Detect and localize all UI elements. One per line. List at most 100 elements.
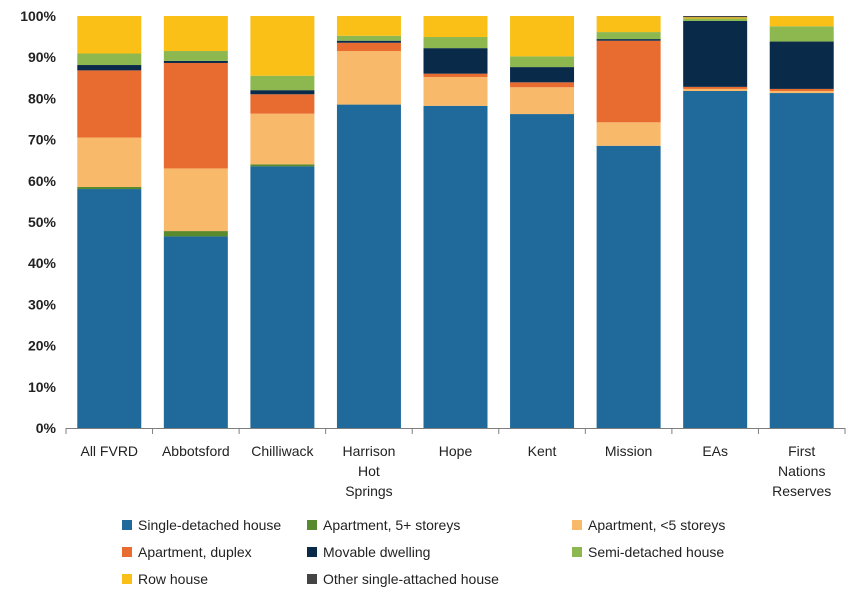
y-tick-label: 60% bbox=[28, 173, 57, 189]
bar-segment bbox=[250, 16, 315, 76]
y-axis: 0% 10% 20% 30% 40% 50% 60% 70% 80% 90% 100% bbox=[20, 8, 56, 436]
y-tick-label: 40% bbox=[28, 255, 57, 271]
legend-swatch bbox=[307, 520, 317, 530]
bars bbox=[77, 16, 834, 428]
bar-segment bbox=[596, 32, 661, 40]
bar-segment bbox=[163, 16, 228, 52]
bar-segment bbox=[250, 94, 315, 114]
bar-segment bbox=[423, 76, 488, 106]
bar-segment bbox=[250, 113, 315, 165]
bar-segment bbox=[163, 62, 228, 169]
bar-segment bbox=[510, 87, 575, 115]
bar-segment bbox=[769, 16, 834, 27]
bar-segment bbox=[77, 16, 142, 54]
x-axis: All FVRD Abbotsford Chilliwack Harrison Hot S… bbox=[65, 428, 846, 499]
bar-segment bbox=[77, 65, 142, 71]
bar-segment bbox=[423, 73, 488, 77]
bar-segment bbox=[596, 145, 661, 428]
bar-segment bbox=[163, 60, 228, 63]
y-tick-label: 0% bbox=[36, 420, 57, 436]
x-tick-label: Kent bbox=[528, 443, 557, 459]
bar-segment bbox=[163, 236, 228, 428]
y-tick-label: 100% bbox=[20, 8, 56, 24]
y-tick-label: 70% bbox=[28, 132, 57, 148]
bar-segment bbox=[163, 168, 228, 232]
x-tick-label: Chilliwack bbox=[251, 443, 314, 459]
legend-swatch bbox=[122, 547, 132, 557]
x-tick-label: First bbox=[788, 443, 815, 459]
legend-label: Other single-attached house bbox=[323, 571, 499, 587]
x-tick-label: Hot bbox=[358, 463, 380, 479]
x-tick-label: Harrison bbox=[342, 443, 395, 459]
legend-label: Semi-detached house bbox=[588, 544, 724, 560]
y-tick-label: 90% bbox=[28, 49, 57, 65]
x-tick-label: All FVRD bbox=[80, 443, 138, 459]
legend-swatch bbox=[307, 547, 317, 557]
legend-label: Apartment, duplex bbox=[138, 544, 252, 560]
bar-segment bbox=[423, 48, 488, 74]
legend-swatch bbox=[122, 574, 132, 584]
legend-swatch bbox=[307, 574, 317, 584]
bar-segment bbox=[683, 16, 748, 18]
x-tick-label: EAs bbox=[702, 443, 728, 459]
y-tick-label: 30% bbox=[28, 296, 57, 312]
bar-segment bbox=[336, 35, 401, 41]
y-tick-label: 20% bbox=[28, 338, 57, 354]
bar-segment bbox=[250, 166, 315, 428]
bar-segment bbox=[336, 40, 401, 43]
bar-segment bbox=[77, 189, 142, 428]
bar-segment bbox=[683, 18, 748, 21]
legend: Single-detached house Apartment, 5+ store… bbox=[122, 517, 725, 587]
x-tick-label: Springs bbox=[345, 483, 392, 499]
y-tick-label: 80% bbox=[28, 90, 57, 106]
bar-segment bbox=[596, 16, 661, 33]
x-tick-label: Reserves bbox=[772, 483, 831, 499]
bar-segment bbox=[77, 70, 142, 138]
bar-segment bbox=[510, 67, 575, 83]
bar-segment bbox=[510, 114, 575, 428]
bar-segment bbox=[77, 53, 142, 66]
legend-label: Apartment, 5+ storeys bbox=[323, 517, 460, 533]
bar-segment bbox=[510, 82, 575, 88]
legend-label: Apartment, <5 storeys bbox=[588, 517, 725, 533]
legend-label: Single-detached house bbox=[138, 517, 281, 533]
x-tick-label: Mission bbox=[605, 443, 652, 459]
x-tick-label: Nations bbox=[778, 463, 825, 479]
bar-segment bbox=[336, 16, 401, 36]
y-tick-label: 50% bbox=[28, 214, 57, 230]
bar-segment bbox=[250, 75, 315, 91]
bar-segment bbox=[336, 104, 401, 428]
legend-swatch bbox=[572, 520, 582, 530]
bar-segment bbox=[423, 16, 488, 38]
bar-segment bbox=[77, 137, 142, 187]
bar-segment bbox=[250, 90, 315, 95]
bar-segment bbox=[163, 51, 228, 61]
bar-segment bbox=[769, 88, 834, 91]
bar-segment bbox=[336, 51, 401, 105]
bar-segment bbox=[510, 16, 575, 57]
bar-segment bbox=[596, 122, 661, 146]
bar-segment bbox=[336, 42, 401, 52]
bar-segment bbox=[510, 56, 575, 68]
bar-segment bbox=[250, 164, 315, 167]
bar-segment bbox=[683, 20, 748, 87]
bar-segment bbox=[423, 37, 488, 49]
x-tick-label: Abbotsford bbox=[162, 443, 230, 459]
legend-label: Movable dwelling bbox=[323, 544, 430, 560]
bar-segment bbox=[596, 40, 661, 123]
bar-segment bbox=[423, 105, 488, 428]
bar-segment bbox=[163, 231, 228, 237]
bar-segment bbox=[77, 186, 142, 190]
bar-segment bbox=[769, 26, 834, 42]
bar-segment bbox=[769, 93, 834, 428]
legend-label: Row house bbox=[138, 571, 208, 587]
y-tick-label: 10% bbox=[28, 379, 57, 395]
bar-segment bbox=[769, 90, 834, 94]
x-tick-label: Hope bbox=[439, 443, 473, 459]
bar-segment bbox=[683, 86, 748, 89]
legend-swatch bbox=[122, 520, 132, 530]
bar-segment bbox=[683, 88, 748, 91]
bar-segment bbox=[683, 17, 748, 19]
bar-segment bbox=[683, 90, 748, 428]
